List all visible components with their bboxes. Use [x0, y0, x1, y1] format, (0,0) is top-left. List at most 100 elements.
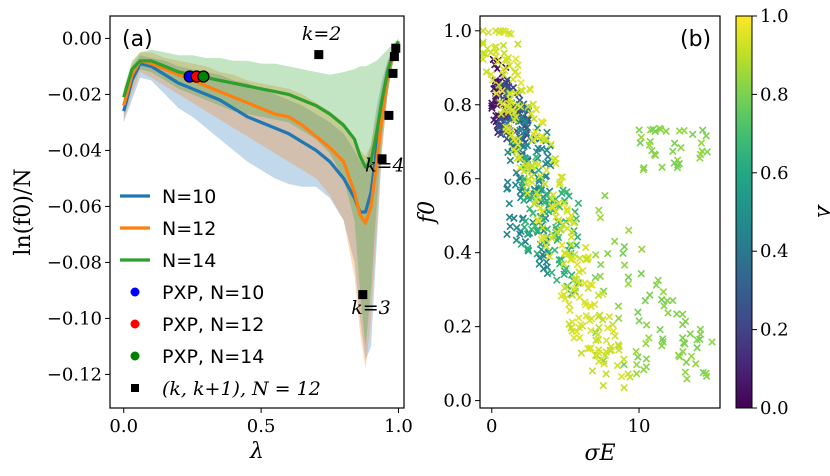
scatter-point: [614, 314, 623, 323]
scatter-point: [682, 358, 691, 366]
scatter-point: [516, 134, 525, 143]
a-ytick-label: −0.04: [47, 140, 102, 161]
scatter-point: [531, 222, 540, 230]
scatter-point: [642, 321, 651, 329]
scatter-point: [487, 70, 495, 79]
scatter-point: [529, 209, 537, 218]
scatter-point: [527, 109, 535, 118]
scatter-point: [498, 121, 506, 129]
scatter-point: [542, 166, 551, 174]
scatter-point: [567, 241, 576, 249]
scatter-point: [517, 79, 525, 87]
scatter-point: [686, 330, 695, 338]
scatter-point: [657, 295, 666, 304]
scatter-point: [505, 199, 514, 208]
scatter-point: [693, 343, 701, 352]
scatter-point: [688, 130, 697, 139]
colorbar-tick-label: 1.0: [760, 6, 789, 27]
scatter-point: [636, 139, 644, 147]
scatter-point: [541, 180, 549, 188]
scatter-point: [610, 237, 619, 246]
a-ytick-label: 0.00: [62, 28, 102, 49]
scatter-point: [543, 128, 551, 137]
scatter-point: [503, 230, 511, 239]
scatter-point: [606, 346, 614, 355]
scatter-point: [587, 326, 595, 335]
a-ytick-label: −0.06: [47, 196, 102, 217]
scatter-point: [511, 137, 520, 145]
scatter-point: [573, 233, 582, 241]
line-n10: [122, 43, 400, 214]
scatter-point: [591, 273, 600, 282]
colorbar-tick-label: 0.8: [760, 84, 789, 105]
scatter-point: [544, 152, 552, 161]
scatter-point: [614, 341, 623, 349]
a-panel-label: (a): [122, 27, 153, 52]
scatter-point: [522, 163, 531, 171]
scatter-point: [574, 199, 583, 208]
scatter-point: [650, 150, 659, 158]
scatter-point: [521, 127, 530, 136]
a-x-axis-label: λ: [249, 439, 264, 464]
scatter-point: [570, 334, 578, 342]
scatter-point: [559, 186, 567, 194]
scatter-point: [560, 199, 569, 207]
scatter-point: [651, 127, 659, 136]
scatter-point: [591, 351, 600, 360]
scatter-point: [490, 116, 498, 124]
scatter-point: [632, 347, 640, 356]
scatter-point: [479, 38, 487, 47]
scatter-point: [565, 192, 573, 200]
scatter-point: [529, 130, 538, 139]
panel-a: 0.0 0.5 1.0 0.00 −0.02 −0.04 −0.06 −0.08 −0.10 −0…: [11, 15, 413, 464]
scatter-point: [670, 159, 679, 167]
scatter-point: [520, 223, 529, 232]
scatter-point: [563, 207, 571, 215]
scatter-point: [657, 125, 665, 134]
scatter-point: [566, 306, 574, 315]
legend-label: N=14: [162, 250, 216, 272]
colorbar-gradient: [735, 15, 753, 409]
kk1-point: [388, 68, 398, 78]
scatter-point: [596, 213, 605, 222]
scatter-point: [584, 345, 592, 353]
kk1-point: [358, 290, 368, 300]
scatter-point: [567, 254, 576, 263]
scatter-point: [582, 312, 591, 320]
scatter-point: [582, 255, 590, 264]
b-ticks: 0 10 0.0 0.2 0.4 0.6 0.8 1.0: [443, 21, 650, 437]
scatter-point: [549, 231, 558, 240]
scatter-point: [506, 89, 514, 97]
scatter-point: [499, 65, 507, 74]
scatter-point: [592, 336, 600, 345]
colorbar-label: λ: [812, 204, 830, 219]
scatter-point: [537, 117, 546, 126]
scatter-point: [492, 89, 501, 98]
scatter-point: [620, 383, 628, 392]
scatter-point: [498, 87, 506, 95]
scatter-point: [656, 325, 664, 334]
scatter-point: [588, 281, 596, 289]
scatter-point: [547, 140, 555, 149]
scatter-point: [523, 189, 532, 197]
scatter-point: [601, 191, 609, 200]
scatter-point: [646, 291, 654, 299]
scatter-point: [548, 268, 556, 277]
scatter-point: [563, 188, 571, 196]
scatter-point: [568, 291, 577, 299]
scatter-point: [620, 261, 629, 269]
scatter-point: [513, 154, 522, 162]
scatter-point: [557, 292, 566, 300]
scatter-point: [639, 165, 648, 174]
scatter-point: [658, 163, 666, 171]
scatter-point: [567, 233, 576, 241]
scatter-point: [538, 208, 547, 216]
scatter-point: [581, 243, 590, 252]
scatter-point: [696, 335, 704, 344]
scatter-point: [662, 127, 670, 135]
scatter-point: [524, 229, 532, 238]
scatter-point: [624, 226, 633, 235]
scatter-point: [521, 237, 530, 246]
scatter-point: [570, 218, 578, 227]
scatter-point: [535, 260, 544, 268]
